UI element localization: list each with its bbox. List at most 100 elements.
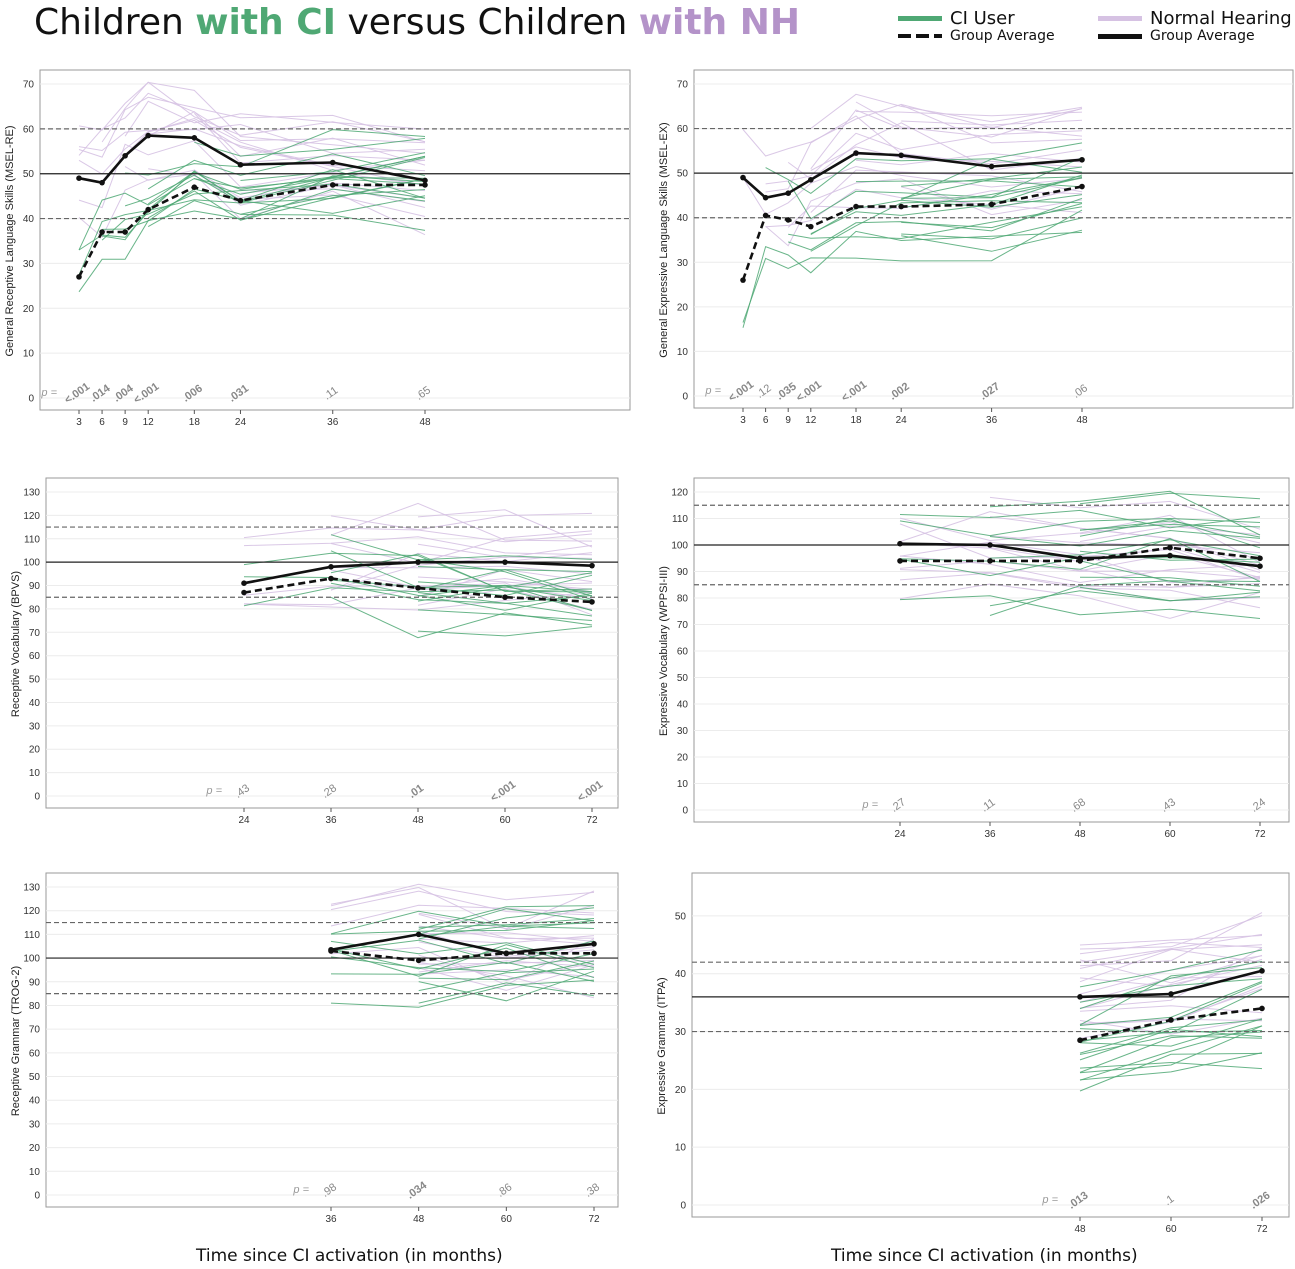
y-tick-label: 0 bbox=[34, 1191, 40, 1202]
title-part-ci: with CI bbox=[195, 2, 337, 43]
nh-average-point bbox=[122, 152, 128, 159]
ci-average-point bbox=[1077, 1037, 1083, 1044]
nh-average-point bbox=[415, 931, 422, 938]
nh-individual-line bbox=[989, 496, 1261, 530]
title-part-1: Children bbox=[34, 2, 196, 43]
nh-average-point bbox=[1257, 563, 1263, 569]
nh-individual-line bbox=[418, 954, 595, 982]
nh-average-point bbox=[145, 132, 151, 139]
y-tick-label: 60 bbox=[677, 647, 689, 658]
y-axis-label: Receptive Vocabulary (BPVS) bbox=[10, 571, 22, 717]
ci-average-point bbox=[987, 558, 993, 564]
p-label: p = bbox=[861, 799, 878, 811]
nh-average-point bbox=[76, 175, 82, 181]
p-label: p = bbox=[292, 1184, 309, 1196]
ci-individual-line bbox=[418, 982, 595, 1004]
individual-trajectories bbox=[1079, 912, 1263, 1092]
x-tick-labels: 48 60 72 bbox=[1074, 1217, 1268, 1235]
y-tick-label: 10 bbox=[677, 779, 689, 790]
ci-individual-line bbox=[147, 153, 426, 190]
x-tick-labels: 3 6 9 12 18 24 36 48 bbox=[76, 410, 431, 428]
nh-average-point bbox=[1168, 991, 1174, 997]
y-tick-label: 0 bbox=[34, 792, 40, 803]
chart-receptive-grammar: 0 10 20 30 40 50 60 70 80 90 100 110 120 130 Receptive… bbox=[10, 872, 619, 1225]
x-tick-label: 24 bbox=[896, 415, 908, 426]
nh-average-point bbox=[988, 163, 995, 170]
y-tick-labels: 0 10 20 30 40 50 bbox=[675, 911, 687, 1211]
legend-nh-swatch bbox=[1098, 16, 1142, 21]
legend-ci-average-label: Group Average bbox=[950, 28, 1055, 44]
y-tick-label: 10 bbox=[23, 349, 35, 360]
nh-individual-line bbox=[78, 81, 426, 154]
y-tick-label: 40 bbox=[677, 213, 689, 224]
x-tick-label: 72 bbox=[1256, 1224, 1268, 1235]
nh-average-point bbox=[415, 559, 421, 565]
ci-average-point bbox=[191, 184, 198, 190]
nh-individual-line bbox=[330, 883, 595, 907]
ci-individual-line bbox=[1079, 1018, 1263, 1047]
ci-individual-line bbox=[330, 550, 593, 593]
y-tick-label: 30 bbox=[675, 1027, 687, 1038]
x-tick-label: 6 bbox=[99, 417, 105, 428]
y-tick-label: 90 bbox=[677, 567, 689, 578]
nh-individual-line bbox=[243, 536, 593, 556]
ci-individual-line bbox=[330, 582, 593, 604]
ci-individual-line bbox=[1079, 967, 1263, 1026]
ci-individual-line bbox=[330, 944, 595, 977]
x-tick-label: 6 bbox=[763, 415, 769, 426]
p-label: p = bbox=[205, 785, 222, 797]
nh-individual-line bbox=[418, 890, 595, 930]
nh-individual-line bbox=[1079, 1005, 1263, 1014]
nh-individual-line bbox=[418, 969, 595, 978]
y-tick-label: 90 bbox=[29, 581, 41, 592]
y-tick-label: 80 bbox=[29, 604, 41, 615]
ci-individual-line bbox=[1079, 1019, 1263, 1054]
y-tick-label: 60 bbox=[23, 124, 35, 135]
individual-trajectories bbox=[899, 490, 1261, 619]
ci-individual-line bbox=[899, 509, 1261, 529]
y-tick-label: 70 bbox=[677, 80, 689, 91]
ci-individual-line bbox=[418, 918, 595, 928]
nh-average-series bbox=[740, 150, 1085, 201]
legend-ci: CI User bbox=[898, 8, 1015, 29]
x-tick-label: 72 bbox=[586, 815, 598, 826]
x-tick-label: 36 bbox=[327, 417, 339, 428]
ci-average-point bbox=[1167, 544, 1173, 551]
y-tick-label: 50 bbox=[23, 169, 35, 180]
ci-individual-line bbox=[989, 529, 1261, 547]
x-tick-labels: 36 48 60 72 bbox=[325, 1207, 600, 1225]
ci-individual-line bbox=[989, 490, 1261, 536]
y-tick-label: 60 bbox=[677, 124, 689, 135]
x-tick-labels: 24 36 48 60 72 bbox=[894, 822, 1266, 840]
nh-average-point bbox=[99, 179, 105, 186]
plot-frame bbox=[39, 69, 631, 411]
y-tick-label: 40 bbox=[675, 969, 687, 980]
nh-individual-line bbox=[193, 112, 426, 164]
nh-individual-line bbox=[101, 81, 426, 143]
x-tick-labels: 3 6 9 12 18 24 36 48 bbox=[740, 408, 1088, 426]
y-tick-label: 0 bbox=[28, 394, 34, 405]
ci-individual-line bbox=[810, 200, 1083, 252]
nh-average-line bbox=[78, 134, 426, 185]
y-tick-label: 30 bbox=[677, 726, 689, 737]
y-tick-label: 20 bbox=[29, 745, 41, 756]
ci-average-point bbox=[589, 599, 595, 605]
ci-individual-line bbox=[788, 197, 1083, 251]
nh-average-point bbox=[740, 174, 746, 181]
ci-individual-line bbox=[330, 939, 595, 965]
ci-average-series bbox=[241, 575, 595, 605]
nh-individual-line bbox=[899, 583, 1261, 619]
nh-individual-line bbox=[810, 169, 1083, 213]
y-tick-label: 50 bbox=[677, 169, 689, 180]
y-tick-label: 0 bbox=[682, 392, 688, 403]
x-tick-label: 36 bbox=[986, 415, 998, 426]
ci-individual-line bbox=[742, 230, 1083, 328]
nh-individual-line bbox=[989, 535, 1261, 554]
x-tick-label: 3 bbox=[76, 417, 82, 428]
plot-frame bbox=[45, 477, 619, 809]
nh-individual-line bbox=[418, 961, 595, 999]
nh-average-series bbox=[241, 559, 595, 586]
y-tick-label: 100 bbox=[671, 541, 688, 552]
y-grid bbox=[46, 491, 618, 797]
y-tick-label: 20 bbox=[677, 302, 689, 313]
